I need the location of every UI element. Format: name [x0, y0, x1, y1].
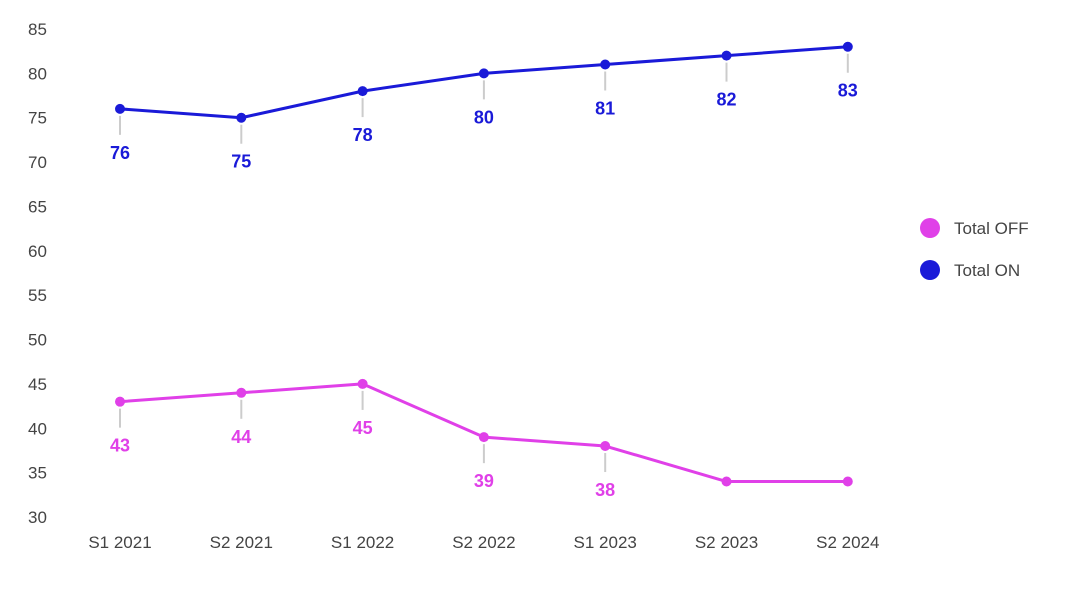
data-point	[357, 86, 368, 97]
y-tick-label: 35	[28, 464, 47, 483]
y-tick-label: 45	[28, 375, 47, 394]
data-label: 43	[110, 436, 130, 456]
y-tick-label: 85	[28, 20, 47, 39]
y-tick-label: 80	[28, 64, 47, 83]
x-tick-label: S1 2022	[331, 533, 394, 552]
data-point	[600, 59, 611, 70]
data-label: 75	[231, 152, 251, 172]
data-label: 44	[231, 427, 251, 447]
x-tick-label: S1 2021	[88, 533, 151, 552]
legend-label: Total OFF	[954, 219, 1029, 238]
data-point	[842, 41, 853, 52]
data-label: 83	[838, 81, 858, 101]
y-tick-label: 60	[28, 242, 47, 261]
x-tick-label: S1 2023	[574, 533, 637, 552]
data-point	[115, 103, 125, 114]
data-label: 45	[353, 418, 373, 438]
data-point	[357, 378, 368, 389]
data-label: 80	[474, 107, 494, 127]
y-tick-label: 55	[28, 286, 47, 305]
legend-marker	[920, 218, 940, 238]
data-label: 76	[110, 143, 130, 163]
data-label: 82	[716, 90, 736, 110]
data-label: 39	[474, 471, 494, 491]
y-tick-label: 50	[28, 331, 47, 350]
data-point	[478, 432, 489, 443]
data-point	[721, 476, 732, 487]
y-tick-label: 75	[28, 109, 47, 128]
data-point	[236, 112, 247, 123]
y-tick-label: 30	[28, 508, 47, 527]
x-tick-label: S2 2021	[210, 533, 273, 552]
data-point	[600, 441, 611, 452]
data-point	[236, 387, 247, 398]
data-point	[478, 68, 489, 79]
x-tick-label: S2 2024	[816, 533, 879, 552]
legend-marker	[920, 260, 940, 280]
data-label: 38	[595, 480, 615, 500]
legend-label: Total ON	[954, 261, 1020, 280]
data-label: 81	[595, 98, 615, 118]
y-tick-label: 65	[28, 197, 47, 216]
x-tick-label: S2 2022	[452, 533, 515, 552]
y-tick-label: 70	[28, 153, 47, 172]
data-point	[842, 476, 853, 487]
data-label: 78	[353, 125, 373, 145]
y-tick-label: 40	[28, 419, 47, 438]
data-point	[115, 396, 125, 407]
x-tick-label: S2 2023	[695, 533, 758, 552]
data-point	[721, 50, 732, 61]
